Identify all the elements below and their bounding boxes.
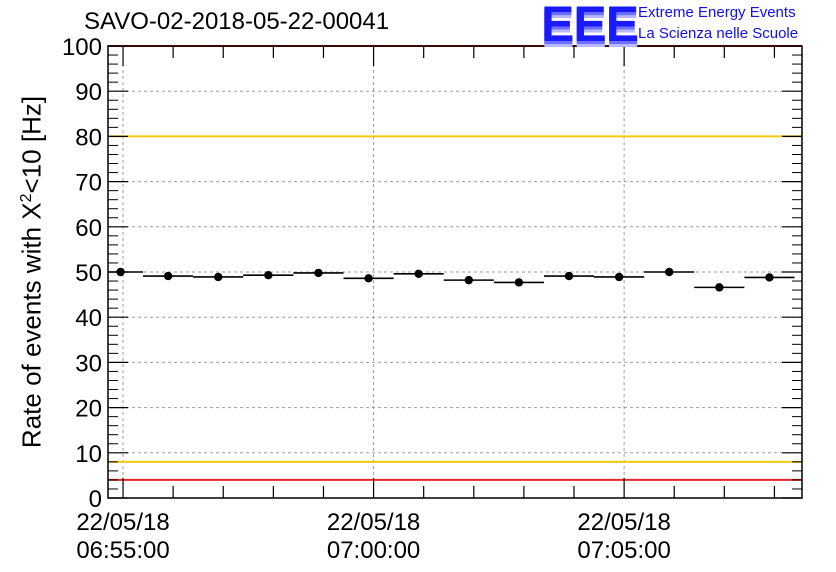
y-tick-label: 80 xyxy=(75,124,102,151)
y-tick-label: 40 xyxy=(75,305,102,332)
y-axis-label: Rate of events with X2<10 [Hz] xyxy=(17,96,48,448)
data-point xyxy=(715,283,724,292)
data-point xyxy=(314,268,323,278)
logo-tagline-2: La Scienza nelle Scuole xyxy=(638,25,799,42)
axis-ticks xyxy=(108,45,802,499)
data-series xyxy=(108,267,795,292)
data-point xyxy=(514,278,524,287)
logo-tagline-1: Extreme Energy Events xyxy=(638,4,796,21)
y-tick-label: 90 xyxy=(75,79,102,106)
eee-logo: EEE Extreme Energy Events La Scienza nel… xyxy=(541,0,831,52)
data-point xyxy=(364,274,373,283)
logo-letters: EEE xyxy=(541,0,639,52)
y-tick-label: 10 xyxy=(75,441,102,468)
data-point xyxy=(765,273,774,282)
data-point xyxy=(614,272,624,282)
y-axis-label-superscript: 2 xyxy=(17,193,35,203)
x-tick-time-label: 07:05:00 xyxy=(577,537,670,564)
y-tick-label: 70 xyxy=(75,170,102,197)
x-tick-date-label: 22/05/18 xyxy=(76,509,169,536)
data-point xyxy=(163,271,173,281)
y-tick-label: 0 xyxy=(89,486,102,513)
y-tick-label: 50 xyxy=(75,260,102,287)
data-point xyxy=(414,269,423,279)
data-point xyxy=(264,270,273,280)
reference-lines xyxy=(108,45,802,481)
data-point xyxy=(665,267,674,277)
y-axis-label-suffix: <10 [Hz] xyxy=(16,95,47,194)
x-tick-date-label: 22/05/18 xyxy=(327,509,420,536)
grid-lines xyxy=(108,46,802,498)
run-title: SAVO-02-2018-05-22-00041 xyxy=(84,8,390,35)
x-tick-time-label: 06:55:00 xyxy=(76,537,169,564)
x-tick-date-label: 22/05/18 xyxy=(577,509,670,536)
y-axis-label-prefix: Rate of events with X xyxy=(16,202,47,449)
y-tick-label: 20 xyxy=(75,396,102,423)
y-tick-label: 100 xyxy=(62,34,102,61)
y-tick-label: 60 xyxy=(75,215,102,242)
tick-labels: 010203040506070809010022/05/1806:55:0022… xyxy=(62,34,671,564)
y-tick-label: 30 xyxy=(75,350,102,377)
data-point xyxy=(214,272,223,282)
x-tick-time-label: 07:00:00 xyxy=(327,537,420,564)
data-point xyxy=(464,275,473,285)
data-point xyxy=(564,271,574,281)
